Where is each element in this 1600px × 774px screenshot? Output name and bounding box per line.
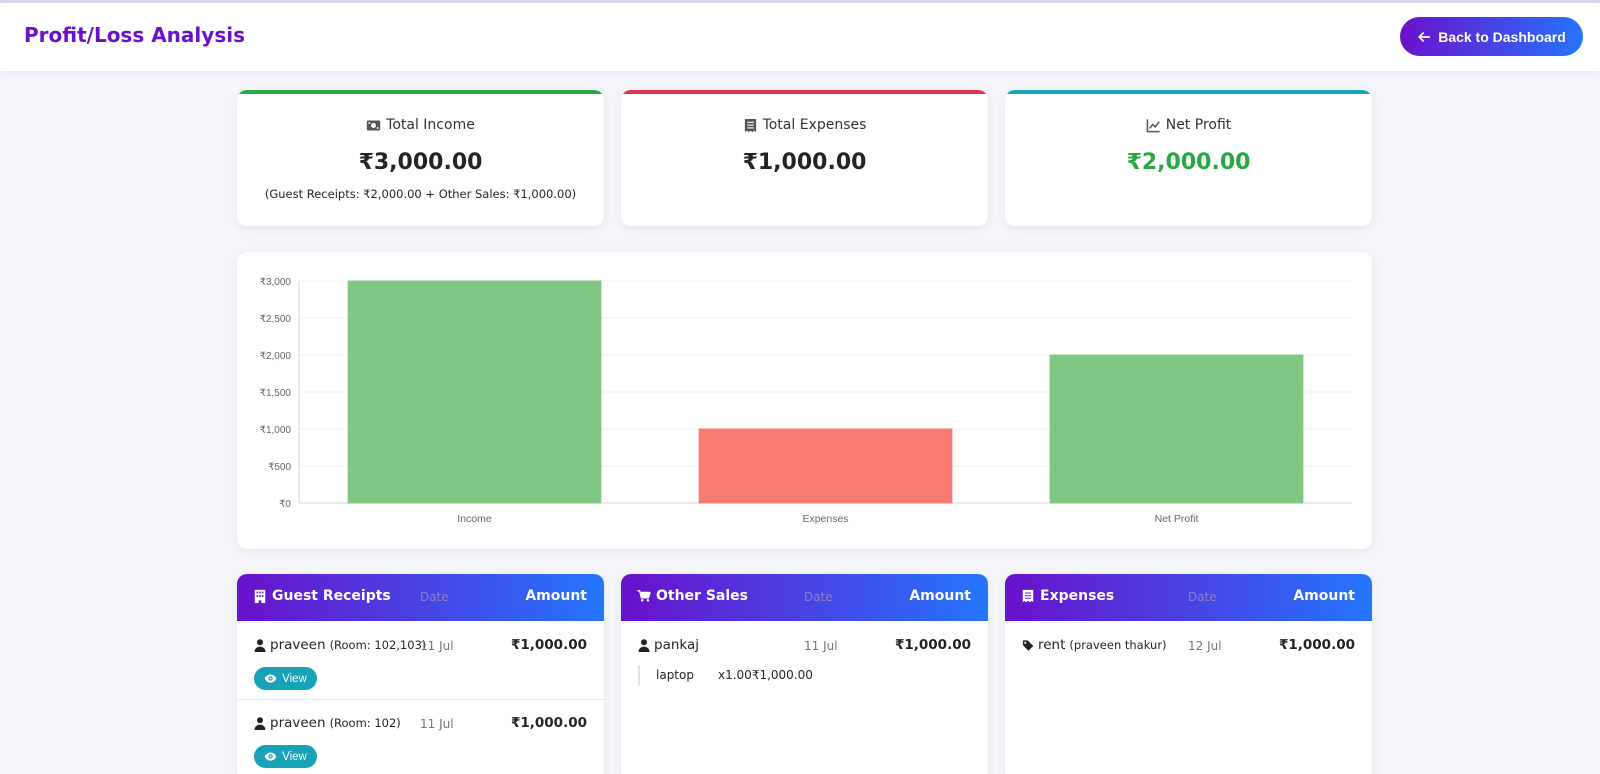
- y-tick-label: ₹2,000: [260, 351, 292, 362]
- total-expenses-label: Total Expenses: [762, 117, 867, 133]
- user-icon: [638, 638, 650, 652]
- bar-net-profit: [1049, 354, 1304, 504]
- expenses-title: Expenses: [1040, 588, 1115, 604]
- expense-amount: ₹1,000.00: [1278, 637, 1355, 653]
- view-receipt-button[interactable]: View: [254, 667, 317, 690]
- guest-receipts-header: Guest Receipts Date Amount: [237, 574, 604, 621]
- expenses-header: Expenses Date Amount: [1005, 574, 1372, 621]
- amount-column-header: Amount: [909, 588, 971, 604]
- date-column-header: Date: [420, 590, 449, 604]
- shopping-cart-icon: [637, 590, 651, 602]
- back-to-dashboard-label: Back to Dashboard: [1438, 28, 1566, 45]
- guest-room: (Room: 102,103): [329, 638, 427, 652]
- list-item: rent (praveen thakur) 12 Jul ₹1,000.00: [1005, 637, 1372, 677]
- guest-receipts-title-row: Guest Receipts: [253, 588, 391, 604]
- receipt-date: 11 Jul: [420, 717, 454, 731]
- user-icon: [254, 716, 266, 730]
- view-receipt-button[interactable]: View: [254, 745, 317, 768]
- total-expenses-card: Total Expenses ₹1,000.00: [621, 90, 988, 226]
- expenses-card: Expenses Date Amount rent (praveen thaku…: [1005, 574, 1372, 774]
- total-income-value: ₹3,000.00: [358, 150, 483, 175]
- back-to-dashboard-button[interactable]: Back to Dashboard: [1400, 17, 1583, 56]
- net-profit-card: Net Profit ₹2,000.00: [1005, 90, 1372, 226]
- y-tick-label: ₹2,500: [260, 314, 292, 325]
- total-income-label-row: Total Income: [237, 117, 604, 133]
- bar-chart: ₹0 ₹500 ₹1,000 ₹1,500 ₹2,000 ₹2,500 ₹3,000 Inco…: [260, 277, 1352, 525]
- list-item: pankaj 11 Jul ₹1,000.00 laptop x1.00 ₹1,…: [621, 637, 988, 697]
- page-title: Profit/Loss Analysis: [24, 23, 245, 47]
- arrow-left-icon: [1418, 31, 1431, 42]
- item-name: laptop: [656, 668, 694, 682]
- profit-loss-chart: ₹0 ₹500 ₹1,000 ₹1,500 ₹2,000 ₹2,500 ₹3,000 Inco…: [237, 252, 1372, 549]
- receipt-amount: ₹1,000.00: [510, 637, 587, 653]
- other-sales-title: Other Sales: [656, 588, 748, 604]
- x-tick-label: Expenses: [802, 513, 848, 525]
- amount-column-header: Amount: [525, 588, 587, 604]
- card-accent: [237, 90, 604, 94]
- customer-name: pankaj: [654, 637, 700, 653]
- x-tick-label: Income: [457, 513, 492, 525]
- list-item: praveen (Room: 102) 11 Jul ₹1,000.00 Vie…: [237, 715, 604, 774]
- y-tick-label: ₹0: [279, 499, 291, 510]
- date-column-header: Date: [1188, 590, 1217, 604]
- user-icon: [254, 638, 266, 652]
- guest-receipts-title: Guest Receipts: [272, 588, 391, 604]
- view-label: View: [282, 750, 307, 763]
- sale-item: laptop x1.00 ₹1,000.00: [638, 665, 813, 685]
- top-border: [0, 0, 1600, 3]
- sale-amount: ₹1,000.00: [894, 637, 971, 653]
- net-profit-label-row: Net Profit: [1005, 117, 1372, 133]
- money-bill-icon: [366, 120, 381, 130]
- receipt-amount: ₹1,000.00: [510, 715, 587, 731]
- guest-name: praveen: [270, 637, 326, 653]
- row-divider: [237, 699, 604, 700]
- total-income-breakdown: (Guest Receipts: ₹2,000.00 + Other Sales…: [264, 187, 577, 201]
- building-icon: [254, 589, 266, 603]
- receipt-icon: [1022, 589, 1034, 603]
- expense-name-row: rent (praveen thakur): [1022, 637, 1167, 653]
- list-item: praveen (Room: 102,103) 11 Jul ₹1,000.00…: [237, 637, 604, 697]
- tag-icon: [1022, 639, 1034, 651]
- view-label: View: [282, 672, 307, 685]
- total-income-card: Total Income ₹3,000.00 (Guest Receipts: …: [237, 90, 604, 226]
- y-tick-label: ₹3,000: [260, 277, 292, 288]
- bar-expenses: [698, 428, 953, 504]
- other-sales-title-row: Other Sales: [637, 588, 748, 604]
- x-tick-label: Net Profit: [1155, 513, 1199, 525]
- net-profit-label: Net Profit: [1165, 117, 1232, 133]
- expense-date: 12 Jul: [1188, 639, 1222, 653]
- y-tick-label: ₹1,500: [260, 388, 292, 399]
- expense-name: rent: [1038, 637, 1066, 653]
- y-tick-label: ₹1,000: [260, 425, 292, 436]
- guest-room: (Room: 102): [329, 716, 401, 730]
- total-expenses-label-row: Total Expenses: [621, 117, 988, 133]
- expenses-title-row: Expenses: [1021, 588, 1114, 604]
- item-qty: x1.00: [718, 668, 752, 682]
- guest-name-row: praveen (Room: 102): [254, 715, 401, 731]
- chart-line-icon: [1146, 118, 1160, 132]
- net-profit-value: ₹2,000.00: [1126, 150, 1251, 175]
- receipt-icon: [744, 118, 756, 132]
- y-tick-label: ₹500: [268, 462, 291, 473]
- card-accent: [1005, 90, 1372, 94]
- page-header: Profit/Loss Analysis Back to Dashboard: [0, 3, 1600, 71]
- bar-income: [347, 280, 602, 504]
- other-sales-card: Other Sales Date Amount pankaj 11 Jul ₹1…: [621, 574, 988, 774]
- receipt-date: 11 Jul: [420, 639, 454, 653]
- item-price: ₹1,000.00: [751, 668, 813, 682]
- expense-payee: (praveen thakur): [1069, 638, 1167, 652]
- amount-column-header: Amount: [1293, 588, 1355, 604]
- guest-receipts-card: Guest Receipts Date Amount praveen (Room…: [237, 574, 604, 774]
- guest-name: praveen: [270, 715, 326, 731]
- total-expenses-value: ₹1,000.00: [742, 150, 867, 175]
- guest-name-row: praveen (Room: 102,103): [254, 637, 426, 653]
- card-accent: [621, 90, 988, 94]
- eye-icon: [264, 674, 277, 683]
- eye-icon: [264, 752, 277, 761]
- other-sales-header: Other Sales Date Amount: [621, 574, 988, 621]
- customer-name-row: pankaj: [638, 637, 699, 653]
- date-column-header: Date: [804, 590, 833, 604]
- sale-date: 11 Jul: [804, 639, 838, 653]
- total-income-label: Total Income: [386, 117, 475, 133]
